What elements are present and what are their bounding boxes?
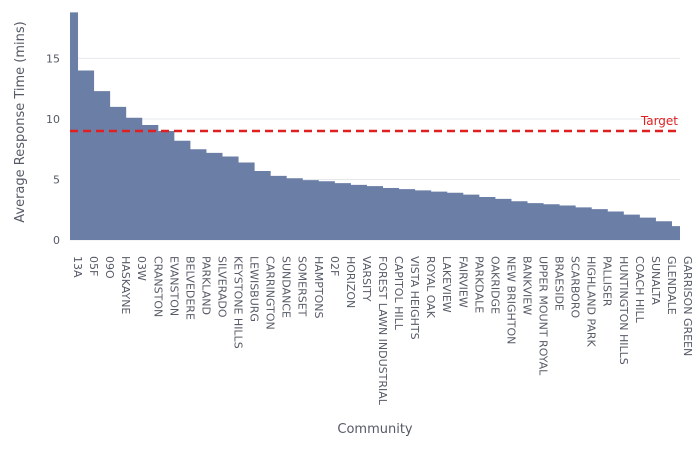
bar-highland-park: [583, 207, 584, 240]
x-tick-label: NEW BRIGHTON: [504, 256, 517, 344]
target-layer: Target: [70, 114, 680, 133]
x-tick-label: OAKRIDGE: [488, 256, 501, 314]
y-axis: 0 5 10 15: [46, 52, 60, 247]
x-tick-label: 13A: [71, 256, 84, 278]
bar-coach-hill: [631, 215, 632, 240]
x-tick-label: BRAESIDE: [553, 256, 566, 311]
x-tick-label: 09O: [103, 256, 116, 279]
x-axis-title: Community: [337, 422, 413, 437]
x-tick-label: 05F: [87, 256, 100, 276]
bar-scarboro: [567, 206, 568, 241]
x-tick-label: PARKLAND: [199, 256, 212, 315]
x-tick-label: HIGHLAND PARK: [585, 256, 598, 348]
bar-belvedere: [182, 141, 183, 240]
x-tick-label: HORIZON: [344, 256, 357, 308]
x-tick-label: HUNTINGTON HILLS: [617, 256, 630, 365]
x-tick-label: LAKEVIEW: [440, 256, 453, 313]
bar-lewisburg: [246, 163, 247, 240]
bar-forest-lawn-industrial: [375, 186, 376, 240]
bar-bankview: [519, 201, 520, 240]
bar-glendale: [663, 221, 664, 240]
y-tick-label: 15: [46, 52, 60, 65]
x-tick-label: GARRISON GREEN: [681, 256, 694, 356]
x-tick-label: SUNALTA: [649, 256, 662, 305]
x-tick-label: BANKVIEW: [520, 256, 533, 315]
x-tick-label: EVANSTON: [167, 256, 180, 316]
bar-varsity: [358, 185, 359, 240]
y-tick-label: 5: [53, 173, 60, 186]
x-tick-label: PALLISER: [601, 256, 614, 307]
area-layer: [70, 12, 681, 241]
bar-fairview: [455, 193, 456, 240]
bar-huntington-hills: [615, 212, 616, 240]
y-tick-label: 10: [46, 113, 60, 126]
bar-royal-oak: [423, 190, 424, 240]
bar-haskayne: [118, 107, 119, 240]
x-tick-label: HAMPTONS: [312, 256, 325, 319]
bar-oakridge: [487, 197, 488, 240]
bar-vista-heights: [407, 189, 408, 240]
bar-05f: [86, 71, 87, 240]
x-tick-label: VISTA HEIGHTS: [408, 256, 421, 340]
x-tick-label: 03W: [135, 256, 148, 281]
x-tick-label: SUNDANCE: [280, 256, 293, 318]
bar-02f: [326, 181, 327, 240]
bar-lakeview: [439, 192, 440, 240]
x-tick-label: CRANSTON: [151, 256, 164, 317]
x-tick-label: 02F: [328, 256, 341, 276]
x-axis: 13A 05F 09O HASKAYNE 03W CRANSTON EVANSTON BELV…: [71, 256, 694, 406]
x-tick-label: CAPITOL HILL: [392, 256, 405, 331]
bar-parkland: [198, 149, 199, 240]
x-tick-label: KEYSTONE HILLS: [232, 256, 245, 349]
bar-garrison-green: [680, 226, 681, 240]
x-tick-label: VARSITY: [360, 256, 373, 302]
bar-carrington: [262, 171, 263, 240]
bar-03w: [134, 118, 135, 240]
bar-keystone-hills: [230, 156, 231, 240]
bar-evanston: [166, 131, 167, 240]
x-tick-label: HASKAYNE: [119, 256, 132, 314]
bar-cranston: [150, 125, 151, 240]
x-tick-label: SILVERADO: [215, 256, 228, 318]
bar-sunalta: [647, 218, 648, 240]
bar-sundance: [278, 176, 279, 240]
bar-capitol-hill: [391, 188, 392, 240]
x-tick-label: GLENDALE: [665, 256, 678, 315]
bar-horizon: [342, 183, 343, 240]
target-label: Target: [640, 114, 678, 128]
x-tick-label: COACH HILL: [633, 256, 646, 324]
bar-13a: [70, 12, 71, 240]
x-tick-label: UPPER MOUNT ROYAL: [537, 256, 550, 376]
x-tick-label: SCARBORO: [569, 256, 582, 318]
bar-new-brighton: [503, 199, 504, 240]
x-tick-label: CARRINGTON: [264, 256, 277, 330]
bar-parkdale: [471, 195, 472, 240]
bar-silverado: [214, 153, 215, 240]
bar-09o: [102, 91, 103, 240]
bar-hamptons: [310, 180, 311, 240]
y-tick-label: 0: [53, 234, 60, 247]
bar-braeside: [551, 204, 552, 240]
x-tick-label: PARKDALE: [472, 256, 485, 313]
bar-somerset: [294, 178, 295, 240]
x-tick-label: BELVEDERE: [183, 256, 196, 320]
x-tick-label: ROYAL OAK: [424, 256, 437, 319]
x-tick-label: FOREST LAWN INDUSTRIAL: [376, 256, 389, 406]
y-axis-title: Average Response Time (mins): [13, 21, 28, 222]
x-tick-label: SOMERSET: [296, 256, 309, 317]
bar-palliser: [599, 209, 600, 240]
x-tick-label: LEWISBURG: [248, 256, 261, 322]
x-tick-label: FAIRVIEW: [456, 256, 469, 308]
bar-upper-mount-royal: [535, 203, 536, 240]
response-time-area: [70, 12, 680, 241]
